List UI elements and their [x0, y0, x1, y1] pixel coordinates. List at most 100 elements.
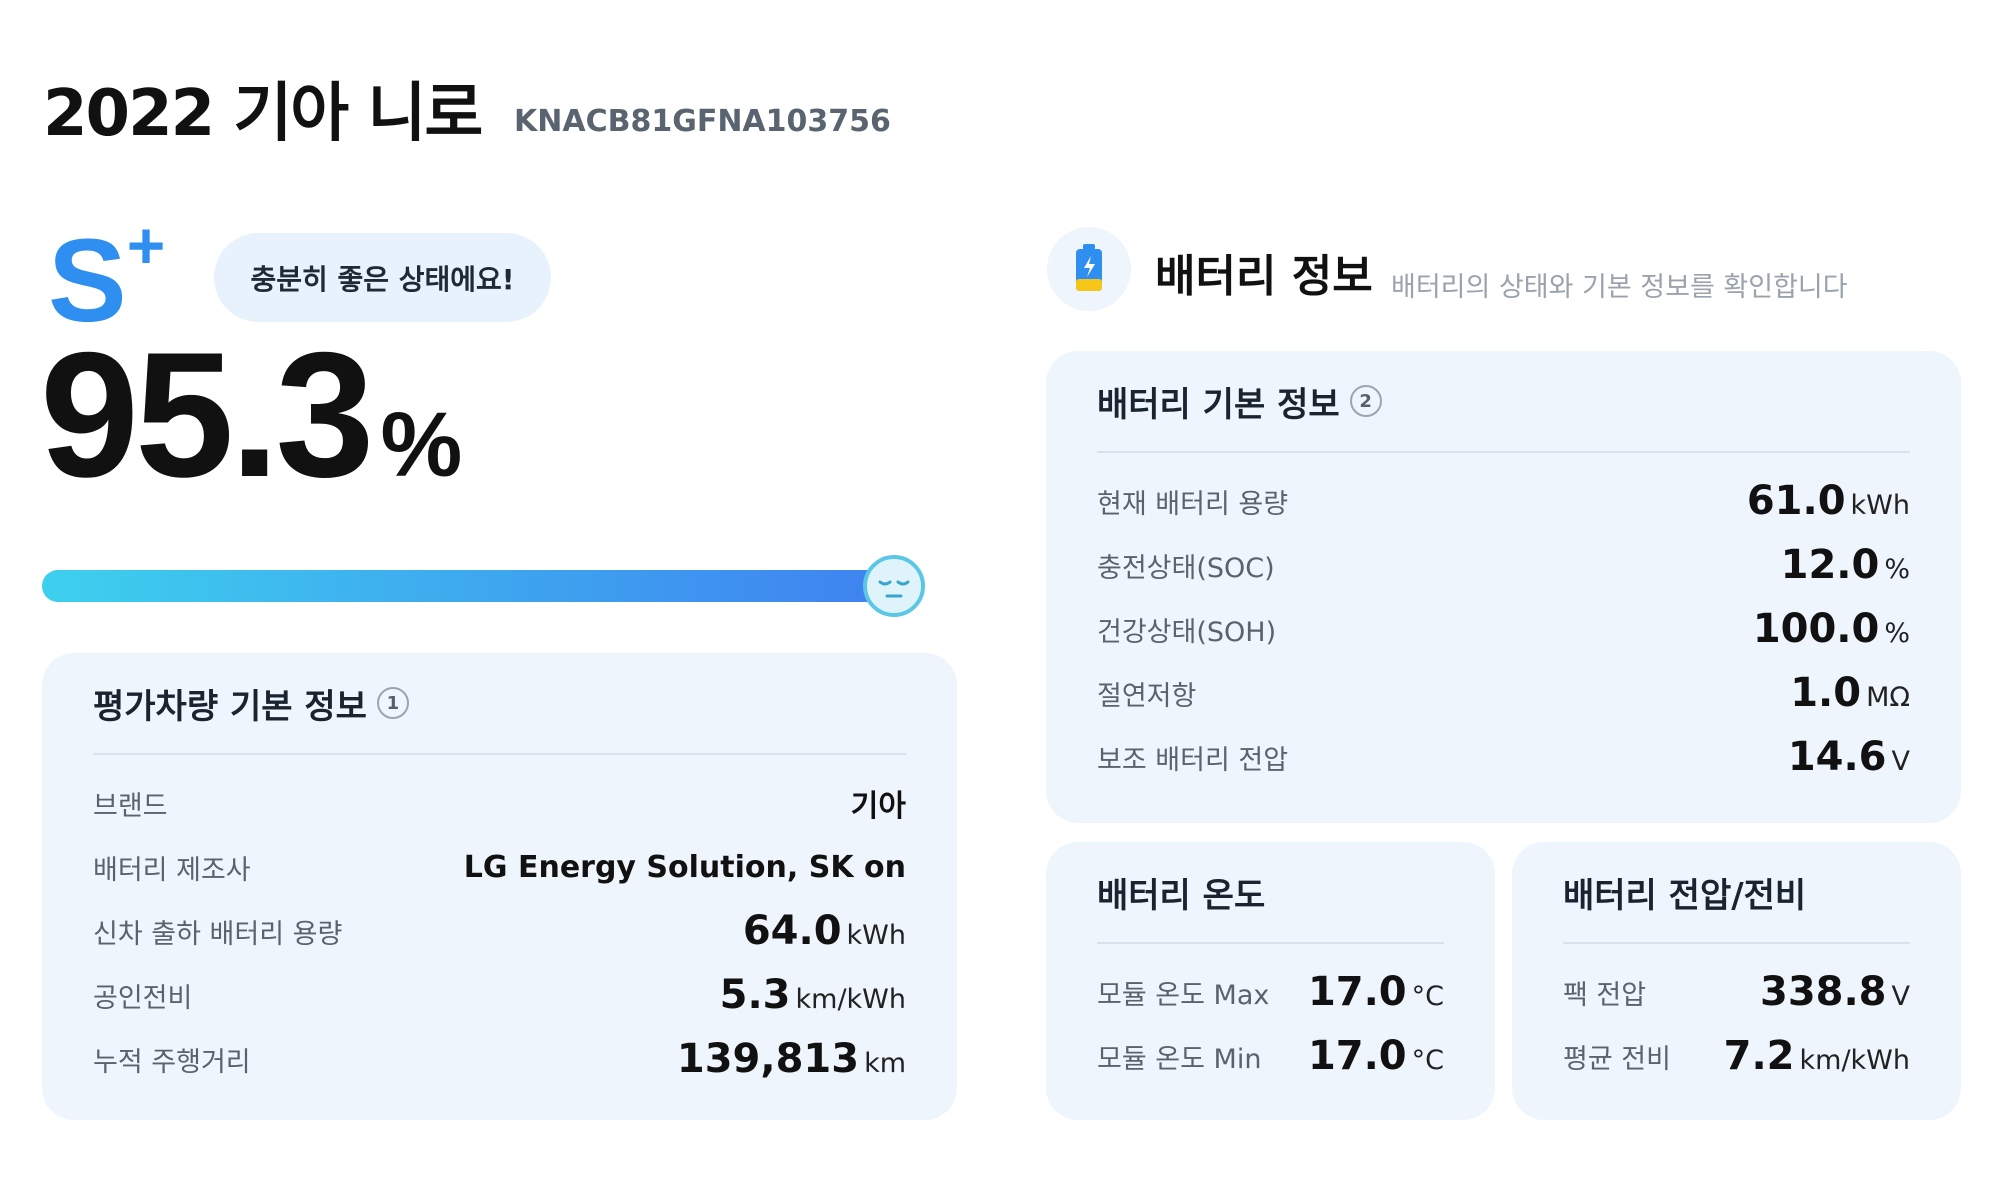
- card-title: 배터리 전압/전비: [1563, 875, 1807, 916]
- row-label: 신차 출하 배터리 용량: [93, 918, 343, 950]
- row-value: 139,813 km: [677, 1036, 906, 1082]
- row-label: 모듈 온도 Max: [1097, 979, 1270, 1011]
- value-unit: km: [864, 1048, 906, 1079]
- value-number: 1.0: [1790, 670, 1862, 716]
- rows: 팩 전압 338.8 V 평균 전비 7.2 km/kWh: [1563, 960, 1910, 1088]
- score-unit: %: [380, 394, 463, 496]
- row-label: 공인전비: [93, 982, 193, 1014]
- row-label: 충전상태(SOC): [1097, 552, 1275, 584]
- value-number: 139,813: [676, 1036, 860, 1082]
- info-row: 현재 배터리 용량 61.0 kWh: [1097, 469, 1910, 533]
- row-value: 12.0%: [1781, 542, 1910, 588]
- rows: 모듈 온도 Max 17.0 °C 모듈 온도 Min 17.0 °C: [1097, 960, 1444, 1088]
- card-header: 배터리 온도: [1097, 842, 1444, 944]
- value-number: LG Energy Solution, SK on: [463, 849, 906, 885]
- info-card: 배터리 기본 정보 2 현재 배터리 용량 61.0 kWh 충전상태(SOC) 12.0%…: [1046, 351, 1961, 823]
- value-number: 17.0: [1307, 969, 1407, 1015]
- value-number: 5.3: [719, 972, 791, 1018]
- section-title: 배터리 정보: [1155, 251, 1373, 302]
- info-row: 평균 전비 7.2 km/kWh: [1563, 1024, 1910, 1088]
- value-unit: MΩ: [1866, 682, 1910, 713]
- row-value: 17.0 °C: [1308, 1033, 1444, 1079]
- row-label: 절연저항: [1097, 680, 1197, 712]
- value-unit: %: [1884, 554, 1910, 585]
- grade-modifier: +: [126, 208, 166, 282]
- row-value: 17.0 °C: [1308, 969, 1444, 1015]
- row-label: 현재 배터리 용량: [1097, 488, 1289, 520]
- info-row: 건강상태(SOH) 100.0%: [1097, 597, 1910, 661]
- info-row: 보조 배터리 전압 14.6 V: [1097, 725, 1910, 789]
- value-unit: °C: [1411, 981, 1444, 1012]
- row-label: 누적 주행거리: [93, 1046, 251, 1078]
- row-value: 64.0 kWh: [743, 908, 906, 954]
- vehicle-title: 2022 기아 니로: [43, 77, 483, 151]
- value-number: 14.6: [1787, 734, 1887, 780]
- card-title: 배터리 온도: [1097, 875, 1266, 916]
- value-unit: km/kWh: [1799, 1045, 1910, 1076]
- row-label: 브랜드: [93, 790, 168, 822]
- row-label: 모듈 온도 Min: [1097, 1043, 1262, 1075]
- row-label: 평균 전비: [1563, 1043, 1671, 1075]
- value-number: 7.2: [1723, 1033, 1795, 1079]
- value-unit: %: [1884, 618, 1910, 649]
- row-label: 보조 배터리 전압: [1097, 744, 1289, 776]
- row-value: 100.0%: [1753, 606, 1910, 652]
- row-value: 5.3 km/kWh: [720, 972, 906, 1018]
- row-value: 61.0 kWh: [1747, 478, 1910, 524]
- value-number: 기아: [850, 789, 906, 824]
- value-unit: °C: [1411, 1045, 1444, 1076]
- info-row: 절연저항 1.0 MΩ: [1097, 661, 1910, 725]
- battery-icon: [1047, 227, 1131, 311]
- info-badge[interactable]: 2: [1349, 385, 1382, 417]
- score: 95.3%: [40, 326, 462, 504]
- value-unit: V: [1891, 981, 1910, 1012]
- card-header: 배터리 전압/전비: [1563, 842, 1910, 944]
- info-row: 신차 출하 배터리 용량 64.0 kWh: [93, 899, 906, 963]
- score-value: 95.3: [40, 315, 374, 514]
- row-label: 팩 전압: [1563, 979, 1647, 1011]
- card-title: 평가차량 기본 정보: [93, 686, 367, 727]
- grade-letter: S: [48, 215, 127, 347]
- info-row: 누적 주행거리 139,813 km: [93, 1027, 906, 1091]
- info-row: 팩 전압 338.8 V: [1563, 960, 1910, 1024]
- value-unit: V: [1891, 746, 1910, 777]
- rows: 현재 배터리 용량 61.0 kWh 충전상태(SOC) 12.0% 건강상태(SOH) 1…: [1097, 469, 1910, 789]
- row-label: 건강상태(SOH): [1097, 616, 1277, 648]
- info-row: 브랜드 기아: [93, 771, 906, 835]
- row-value: 7.2 km/kWh: [1724, 1033, 1910, 1079]
- progress-bar: [42, 570, 922, 602]
- info-row: 모듈 온도 Min 17.0 °C: [1097, 1024, 1444, 1088]
- info-row: 공인전비 5.3 km/kWh: [93, 963, 906, 1027]
- info-row: 충전상태(SOC) 12.0%: [1097, 533, 1910, 597]
- row-value: 기아: [851, 781, 906, 825]
- row-value: 1.0 MΩ: [1790, 670, 1910, 716]
- row-value: LG Energy Solution, SK on: [464, 850, 906, 885]
- card-title: 배터리 기본 정보: [1097, 384, 1340, 425]
- value-unit: km/kWh: [795, 984, 906, 1015]
- value-number: 338.8: [1759, 969, 1887, 1015]
- card-header: 배터리 기본 정보 2: [1097, 351, 1910, 453]
- section-subtitle: 배터리의 상태와 기본 정보를 확인합니다: [1391, 272, 1848, 303]
- row-label: 배터리 제조사: [93, 854, 251, 886]
- value-number: 61.0: [1746, 478, 1846, 524]
- info-row: 배터리 제조사 LG Energy Solution, SK on: [93, 835, 906, 899]
- value-number: 12.0: [1780, 542, 1880, 588]
- info-badge[interactable]: 1: [376, 687, 409, 719]
- row-value: 338.8 V: [1760, 969, 1910, 1015]
- vin: KNACB81GFNA103756: [514, 104, 891, 139]
- card-header: 평가차량 기본 정보 1: [93, 653, 906, 755]
- value-number: 100.0: [1752, 606, 1880, 652]
- grade: S+: [48, 212, 165, 340]
- value-unit: kWh: [846, 920, 906, 951]
- value-number: 64.0: [742, 908, 842, 954]
- grade-message: 충분히 좋은 상태에요!: [214, 233, 551, 322]
- row-value: 14.6 V: [1788, 734, 1910, 780]
- info-row: 모듈 온도 Max 17.0 °C: [1097, 960, 1444, 1024]
- value-number: 17.0: [1307, 1033, 1407, 1079]
- face-icon: [863, 555, 925, 617]
